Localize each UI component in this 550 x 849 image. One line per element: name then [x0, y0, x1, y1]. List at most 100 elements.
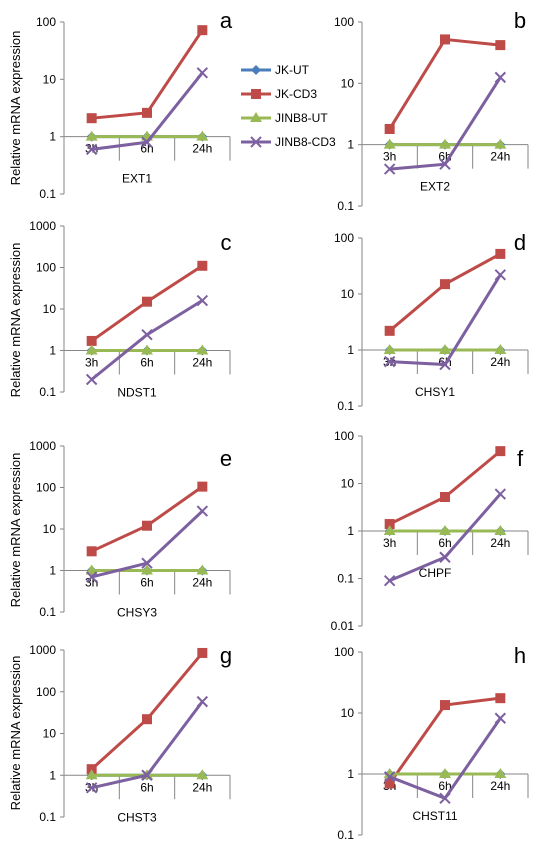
data-point — [86, 113, 97, 124]
gene-label: CHST11 — [412, 809, 457, 823]
data-point — [86, 546, 97, 557]
data-point — [85, 130, 98, 141]
series-jinb8-cd3 — [383, 269, 507, 371]
data-point — [383, 163, 396, 175]
data-point — [85, 769, 98, 780]
y-tick-label: 10 — [43, 727, 57, 741]
data-point — [439, 525, 451, 535]
category-label: 6h — [438, 779, 451, 793]
data-point — [197, 647, 208, 658]
y-tick-label: 1 — [49, 344, 56, 358]
series-jk-cd3 — [384, 248, 506, 336]
data-point — [439, 358, 451, 371]
legend-item-jinb8-cd3: JINB8-CD3 — [241, 135, 336, 149]
series-jinb8-ut — [85, 130, 209, 141]
category-label: 24h — [192, 356, 212, 370]
data-point — [495, 40, 506, 51]
y-tick-label: 1 — [49, 130, 56, 144]
series-jk-cd3 — [384, 693, 506, 789]
series-jk-cd3 — [384, 446, 506, 530]
panel-letter: f — [517, 446, 524, 471]
legend-label: JK-UT — [275, 63, 310, 77]
category-label: 24h — [490, 150, 510, 164]
y-tick-label: 100 — [36, 481, 56, 495]
panel-letter: a — [220, 8, 233, 33]
series-jinb8-ut — [383, 138, 507, 149]
data-point — [494, 488, 507, 500]
series-jk-cd3 — [86, 260, 208, 346]
data-point — [495, 446, 506, 457]
y-tick-label: 10 — [43, 302, 57, 316]
category-label: 24h — [490, 355, 510, 369]
data-point — [494, 138, 507, 149]
y-tick-label: 0.1 — [337, 572, 354, 586]
data-point — [494, 712, 507, 724]
panels-group: 0.1 1 10 100 3h 6h 24h EXT1 a 0.1 1 10 100 3h 6h 24h EXT… — [29, 8, 529, 842]
gene-label: NDST1 — [117, 386, 157, 400]
series-line — [91, 29, 204, 120]
data-point — [85, 143, 98, 156]
y-tick-label: 100 — [334, 645, 354, 659]
category-label: 24h — [192, 576, 212, 590]
series-jinb8-cd3 — [85, 505, 209, 583]
y-tick-label: 1000 — [29, 439, 56, 453]
data-point — [440, 279, 450, 290]
y-tick-label: 10 — [43, 72, 57, 86]
series-line — [388, 252, 502, 332]
data-point — [494, 525, 507, 535]
data-point — [495, 693, 506, 704]
data-point — [439, 138, 451, 149]
data-point — [141, 557, 153, 569]
y-tick-label: 100 — [334, 231, 354, 245]
panel-letter: h — [514, 643, 526, 668]
data-point — [383, 138, 396, 149]
data-point — [384, 778, 395, 789]
y-tick-label: 0.1 — [39, 385, 56, 399]
panel-f: 0.01 0.1 1 10 100 3h 6h 24h CHPF f — [331, 429, 529, 633]
series-jinb8-cd3 — [85, 67, 209, 156]
data-point — [439, 551, 451, 563]
legend-marker — [250, 136, 262, 148]
data-point — [494, 71, 507, 84]
data-point — [141, 136, 153, 148]
y-tick-label: 1 — [347, 138, 354, 152]
data-point — [439, 792, 451, 804]
panel-h: 0.11101003h6h24hCHST11h — [334, 643, 529, 842]
category-label: 6h — [438, 536, 451, 550]
y-tick-label: 0.1 — [337, 199, 354, 213]
y-tick-label: 10 — [341, 76, 355, 90]
y-tick-label: 10 — [341, 287, 355, 301]
y-axis-label: Relative mRNA expression — [8, 656, 23, 811]
data-point — [141, 564, 153, 575]
y-tick-label: 0.1 — [39, 810, 56, 824]
data-point — [494, 344, 507, 354]
series-jinb8-cd3 — [383, 488, 507, 587]
legend-marker — [250, 112, 262, 122]
data-point — [197, 481, 208, 492]
legend-label: JINB8-CD3 — [275, 135, 336, 149]
gene-label: CHST3 — [117, 810, 157, 824]
data-point — [85, 344, 98, 355]
legend-item-jk-cd3: JK-CD3 — [241, 87, 317, 101]
y-axis-label: Relative mRNA expression — [8, 243, 23, 398]
series-jinb8-ut — [85, 564, 209, 575]
panel-letter: c — [221, 230, 232, 255]
series-jinb8-ut — [85, 344, 209, 355]
data-point — [197, 25, 208, 36]
panel-c: 0.1 1 10 100 1000 3h 6h 24h NDST1 c — [29, 219, 231, 400]
series-line — [388, 37, 501, 130]
data-point — [142, 296, 152, 307]
panel-letter: d — [514, 230, 526, 255]
data-point — [196, 769, 209, 780]
y-tick-label: 1000 — [29, 643, 56, 657]
y-tick-label: 1000 — [29, 219, 56, 233]
gene-label: CHSY3 — [117, 606, 157, 620]
data-point — [196, 505, 209, 517]
legend: JK-UT JK-CD3 JINB8-UT JINB8-CD3 — [241, 63, 336, 149]
panel-letter: b — [514, 8, 526, 33]
series-jinb8-cd3 — [85, 695, 209, 794]
